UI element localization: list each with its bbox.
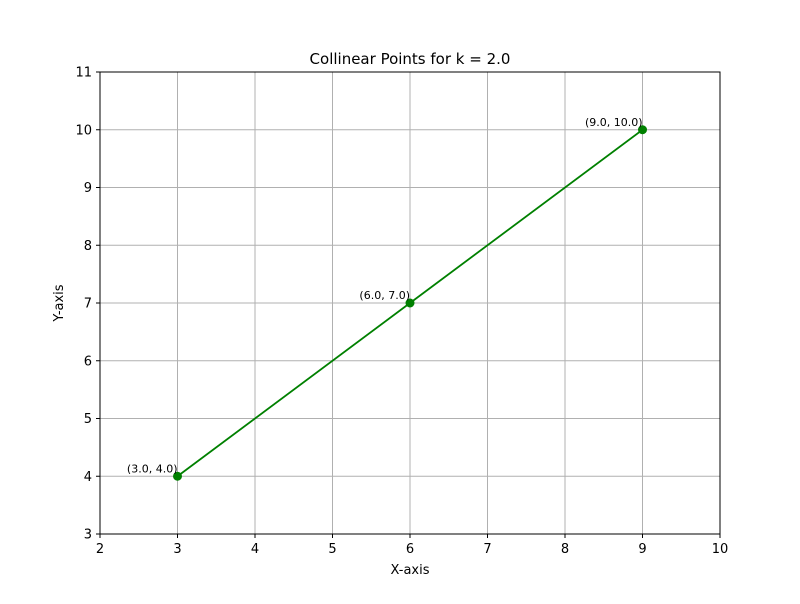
x-tick-label: 6 [406,542,414,557]
x-tick-label: 4 [251,542,259,557]
y-tick-label: 4 [84,470,92,485]
annotations: (3.0, 4.0) (6.0, 7.0) (9.0, 10.0) [127,116,643,476]
x-tick-label: 3 [173,542,181,557]
y-tick-label: 6 [84,354,92,369]
point-label: (6.0, 7.0) [359,289,410,302]
y-tick-label: 7 [84,297,92,312]
point-label: (9.0, 10.0) [585,116,643,129]
y-tick-label: 9 [84,181,92,196]
x-tick-label: 10 [712,542,729,557]
point-label: (3.0, 4.0) [127,462,178,475]
y-tick-label: 8 [84,239,92,254]
y-tick-label: 10 [75,123,92,138]
data-point [638,125,647,135]
x-tick-label: 2 [96,542,104,557]
data-point [405,298,415,308]
x-tick-label: 7 [483,542,491,557]
x-tick-label: 8 [561,542,569,557]
chart-title: Collinear Points for k = 2.0 [310,50,511,68]
data-point [173,471,182,481]
x-axis-label: X-axis [391,563,430,578]
y-axis-label: Y-axis [52,284,67,322]
data-layer [173,125,647,481]
y-tick-label: 11 [75,66,92,81]
y-tick-label: 5 [84,412,92,427]
y-tick-label: 3 [84,528,92,543]
x-tick-label: 9 [638,542,646,557]
x-tick-label: 5 [328,542,336,557]
